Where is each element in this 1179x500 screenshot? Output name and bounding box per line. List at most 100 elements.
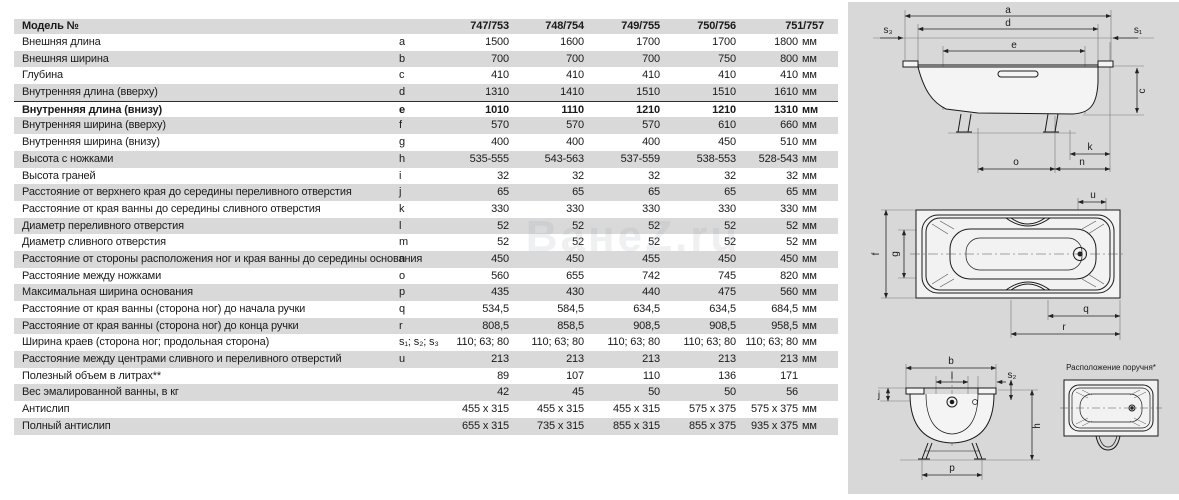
cell-value: 213 <box>718 353 736 366</box>
cell-value: 410 <box>642 69 660 82</box>
cell-value: 908,5 <box>633 319 660 332</box>
side-view-diagram: a d e s₃ s₁ c k o n <box>873 5 1154 173</box>
cell-value: 52 <box>572 219 584 232</box>
unit-label: мм <box>802 52 817 65</box>
cell-value: 560 <box>780 286 798 299</box>
cell-value: 410 <box>491 69 509 82</box>
cell-value-with-unit: 410 мм <box>736 67 824 84</box>
cell-value: 110; 63; 80 <box>607 336 660 349</box>
cell-value: 52 <box>497 219 509 232</box>
cell-value-with-unit: 510 мм <box>736 134 824 151</box>
cell-value: 107 <box>566 369 584 382</box>
unit-label: мм <box>802 36 817 48</box>
cell-value: 858,5 <box>557 319 584 332</box>
cell-value: 213 <box>566 353 584 366</box>
cell-value: 1700 <box>712 36 736 48</box>
cell-value: 475 <box>718 286 736 299</box>
cell-value: 1600 <box>560 36 584 48</box>
table-row: Ширина краев (сторона ног; продольная ст… <box>14 334 838 352</box>
unit-label: мм <box>802 403 817 416</box>
cell-value: 32 <box>497 169 509 182</box>
unit-label: мм <box>802 86 817 99</box>
row-letter: p <box>399 286 405 299</box>
cell-value: 330 <box>718 202 736 215</box>
cell-value: 855 x 375 <box>689 419 736 432</box>
dim-label-s2: s₂ <box>1008 370 1017 381</box>
cell-value: 52 <box>786 219 798 232</box>
dim-label-e: e <box>1011 40 1017 51</box>
cell-value: 450 <box>718 252 736 265</box>
row-label: Полный антислип <box>22 419 111 432</box>
cell-value: 1210 <box>636 103 660 116</box>
cell-value: 700 <box>642 52 660 65</box>
row-letter: c <box>399 69 405 82</box>
top-view-diagram: u f g q r <box>871 190 1126 340</box>
cell-value: 742 <box>642 269 660 282</box>
table-body: Внешняя длина a 1500 1600 1700 1700 1800 мм Внеш… <box>14 34 838 435</box>
dim-label-d: d <box>1005 18 1011 29</box>
cell-value-with-unit: 171 <box>736 368 824 385</box>
cell-value: 1610 <box>774 86 798 99</box>
table-row: Полный антислип 655 x 315 735 x 315 855 x 3… <box>14 417 838 435</box>
cell-value-with-unit: 575 x 375 мм <box>736 401 824 418</box>
row-label: Внутренняя ширина (внизу) <box>22 136 160 149</box>
column-header-2: 748/754 <box>545 20 584 32</box>
dim-label-a: a <box>1005 5 1011 16</box>
watermark: ВанеZ.ru <box>525 212 741 261</box>
table-row: Полезный объем в литрах** 89 107 110 136 171 <box>14 367 838 385</box>
cell-value: 410 <box>718 69 736 82</box>
table-row: Расстояние от верхнего края до середины … <box>14 184 838 201</box>
cell-value: 45 <box>572 386 584 399</box>
cell-value: 1800 <box>774 36 798 48</box>
unit-label: мм <box>802 136 817 149</box>
cell-value-with-unit: 1610 мм <box>736 84 824 101</box>
row-label: Расстояние между ножками <box>22 269 162 282</box>
end-view-diagram: b l s₂ j h p <box>877 356 1043 480</box>
cell-value: 52 <box>724 219 736 232</box>
row-label: Глубина <box>22 69 63 82</box>
row-letter: g <box>399 136 405 149</box>
cell-value: 450 <box>718 136 736 149</box>
row-letter: q <box>399 303 405 315</box>
dim-label-n: n <box>1079 157 1085 168</box>
row-label: Расстояние от края ванны до середины сли… <box>22 202 321 215</box>
cell-value: 800 <box>780 52 798 65</box>
unit-label: мм <box>802 269 817 282</box>
cell-value: 1110 <box>561 103 584 116</box>
bathtub-drawings: a d e s₃ s₁ c k o n <box>871 5 1162 480</box>
unit-label: мм <box>802 69 817 82</box>
dim-label-u: u <box>1090 190 1096 201</box>
cell-value: 330 <box>780 202 798 215</box>
cell-value: 1310 <box>485 86 509 99</box>
cell-value: 534,5 <box>482 303 509 315</box>
cell-value-with-unit: 65 мм <box>736 184 824 201</box>
cell-value: 1510 <box>712 86 736 99</box>
cell-value: 543-563 <box>544 152 584 165</box>
handrail-title: Расположение поручня* <box>1066 363 1156 372</box>
row-letter: a <box>399 36 405 48</box>
table-row: Диаметр переливного отверстия l 52 52 52 52 52… <box>14 217 838 235</box>
row-letter: h <box>399 152 405 165</box>
unit-label: мм <box>802 119 817 132</box>
table-row: Внутренняя ширина (внизу) g 400 400 400 450 51… <box>14 134 838 151</box>
cell-value: 610 <box>718 119 736 132</box>
cell-value: 450 <box>491 252 509 265</box>
cell-value: 455 x 315 <box>613 403 660 416</box>
cell-value: 750 <box>718 52 736 65</box>
cell-value: 65 <box>648 186 660 199</box>
cell-value-with-unit: 684,5 мм <box>736 301 824 318</box>
cell-value-with-unit: 660 мм <box>736 117 824 134</box>
unit-label: мм <box>802 303 817 315</box>
cell-value: 684,5 <box>771 303 798 315</box>
diagram-panel: a d e s₃ s₁ c k o n <box>848 2 1179 494</box>
unit-label: мм <box>802 286 817 299</box>
cell-value-with-unit: 330 мм <box>736 201 824 218</box>
row-letter: u <box>399 353 405 366</box>
row-letter: d <box>399 86 405 99</box>
table-row: Внешняя ширина b 700 700 700 750 800 мм <box>14 50 838 68</box>
cell-value: 410 <box>780 69 798 82</box>
cell-value: 1310 <box>774 103 798 116</box>
dim-label-o: o <box>1013 157 1019 168</box>
